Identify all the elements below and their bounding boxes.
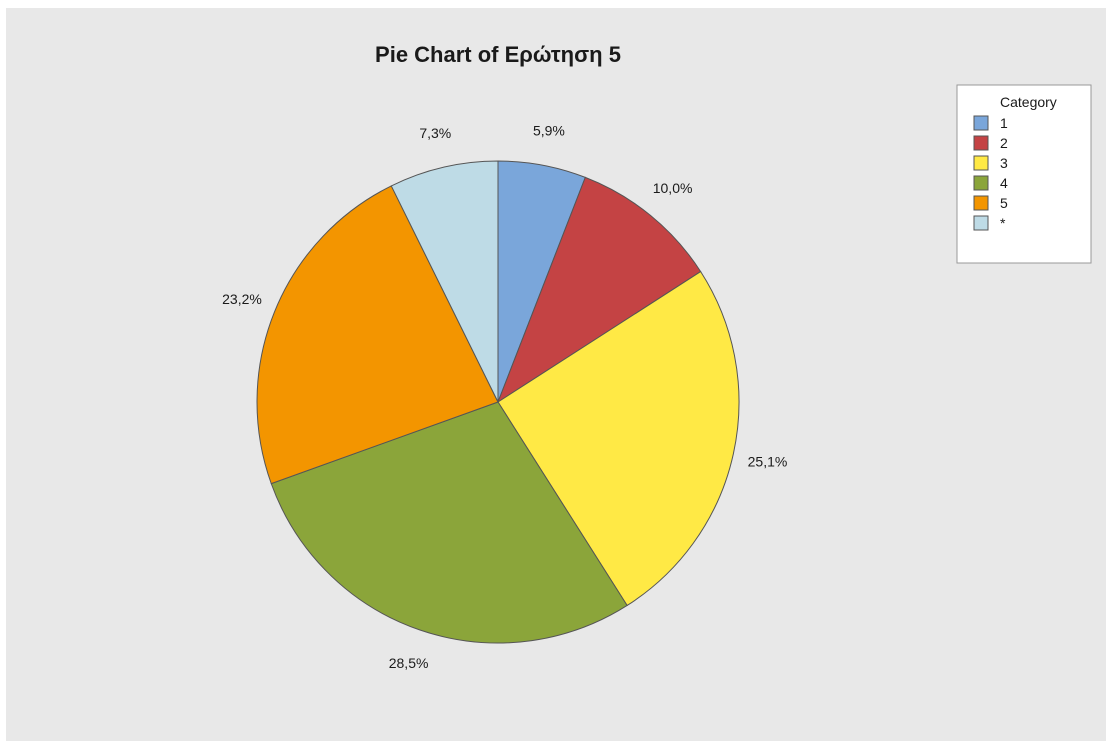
slice-label-5: 23,2%	[222, 291, 262, 307]
chart-title: Pie Chart of Ερώτηση 5	[375, 42, 621, 67]
legend-label-4: 4	[1000, 175, 1008, 191]
slice-label-missing: 7,3%	[419, 125, 451, 141]
pie-slice-3	[497, 270, 740, 607]
slice-label-2: 10,0%	[653, 180, 693, 196]
slice-label-1: 5,9%	[533, 123, 565, 139]
legend-swatch-5	[973, 195, 989, 211]
legend-title: Category	[1000, 94, 1057, 110]
slice-label-3: 25,1%	[748, 453, 788, 469]
chart-panel: Pie Chart of Ερώτηση 5 5,9% 10,0% 25,1% 28,…	[6, 8, 1106, 741]
pie-slice-missing	[390, 160, 499, 403]
legend-swatch-2	[973, 135, 989, 151]
pie-slice-4	[270, 401, 628, 644]
legend-items: 1 2 3 4 5 *	[973, 115, 1008, 231]
pie-slices	[256, 160, 740, 644]
legend-swatch-1	[973, 115, 989, 131]
pie-slice-2	[496, 176, 702, 404]
legend-label-2: 2	[1000, 135, 1008, 151]
legend-label-1: 1	[1000, 115, 1008, 131]
legend-swatch-3	[973, 155, 989, 171]
pie-labels: 5,9% 10,0% 25,1% 28,5% 23,2% 7,3%	[222, 123, 787, 671]
slice-label-4: 28,5%	[389, 655, 429, 671]
pie-slice-5	[256, 185, 499, 485]
legend-label-3: 3	[1000, 155, 1008, 171]
legend-swatch-4	[973, 175, 989, 191]
legend-label-5: 5	[1000, 195, 1008, 211]
legend-label-missing: *	[1000, 215, 1006, 231]
pie-chart: Pie Chart of Ερώτηση 5 5,9% 10,0% 25,1% 28,…	[222, 42, 1092, 671]
legend: Category 1 2 3 4 5 *	[956, 84, 1092, 264]
legend-box	[956, 84, 1092, 264]
legend-swatch-missing	[973, 215, 989, 231]
